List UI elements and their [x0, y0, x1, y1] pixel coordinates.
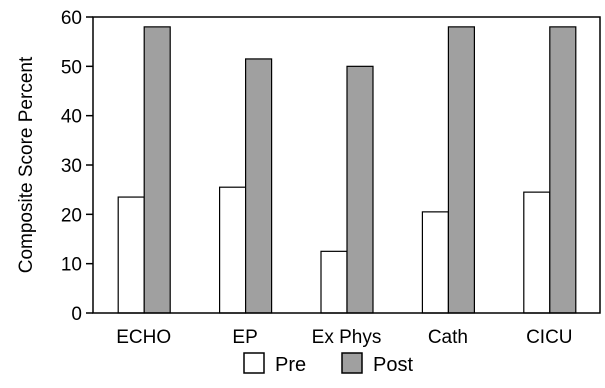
y-tick-label: 10: [61, 255, 82, 276]
bar-pre-echo: [117, 196, 145, 314]
legend-label-pre: Pre: [275, 354, 306, 376]
bar-post-cath: [447, 26, 475, 314]
legend-swatch-post: [341, 352, 363, 374]
x-category-label: EP: [232, 327, 257, 348]
y-ticks-group: 0 10 20 30 40 50 60: [61, 8, 93, 325]
bar-pre-ep: [219, 186, 247, 314]
bars-group: [117, 26, 577, 314]
y-tick-label: 40: [61, 107, 82, 128]
bar-pre-cath: [421, 211, 449, 314]
legend: Pre Post: [243, 352, 413, 376]
x-labels-group: ECHO EP Ex Phys Cath CICU: [116, 327, 572, 348]
x-category-label: ECHO: [116, 327, 171, 348]
legend-swatch-pre: [243, 352, 265, 374]
bar-pre-cicu: [523, 191, 551, 314]
bar-post-ex-phys: [346, 65, 374, 314]
x-category-label: Ex Phys: [312, 327, 382, 348]
bar-post-cicu: [549, 26, 577, 314]
x-category-label: Cath: [428, 327, 468, 348]
y-tick-label: 30: [61, 156, 82, 177]
bar-pre-ex-phys: [320, 250, 348, 314]
bar-post-ep: [245, 58, 273, 314]
legend-label-post: Post: [373, 354, 413, 376]
y-tick-label: 50: [61, 57, 82, 78]
y-axis-title: Composite Score Percent: [16, 56, 37, 273]
x-category-label: CICU: [526, 327, 572, 348]
y-tick-label: 0: [71, 304, 82, 325]
y-tick-label: 60: [61, 8, 82, 29]
bar-post-echo: [143, 26, 171, 314]
y-tick-label: 20: [61, 205, 82, 226]
